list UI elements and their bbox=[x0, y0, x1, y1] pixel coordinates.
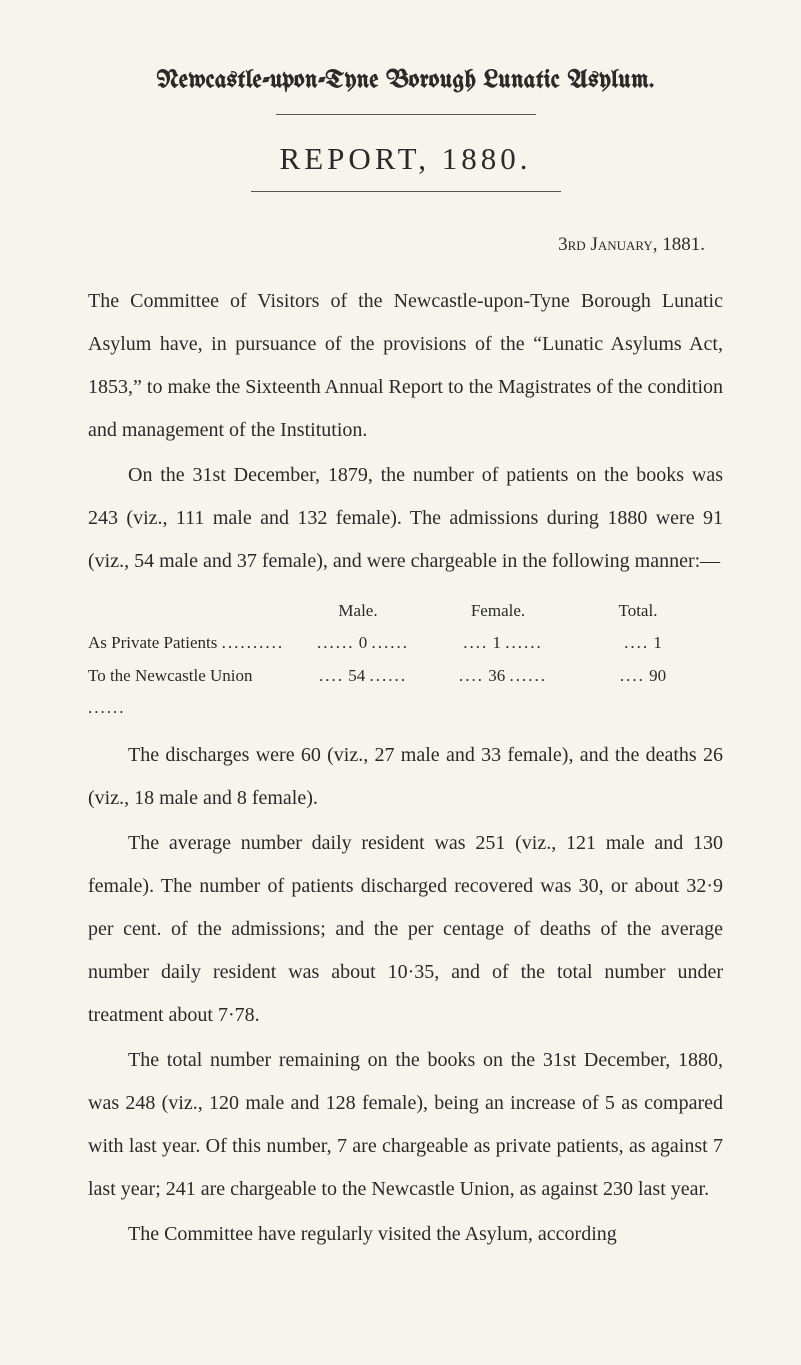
paragraph-1: The Committee of Visitors of the Newcast… bbox=[88, 280, 723, 452]
paragraph-3: The discharges were 60 (viz., 27 male an… bbox=[88, 734, 723, 820]
paragraph-6: The Committee have regularly visited the… bbox=[88, 1213, 723, 1256]
paragraph-2: On the 31st December, 1879, the number o… bbox=[88, 454, 723, 583]
table-row: As Private Patients .......... ...... 0 … bbox=[88, 627, 723, 659]
row-label: As Private Patients .......... bbox=[88, 627, 293, 659]
paragraph-5: The total number remaining on the books … bbox=[88, 1039, 723, 1211]
row-label: To the Newcastle Union ...... bbox=[88, 660, 293, 725]
heading-divider bbox=[251, 191, 561, 192]
cell-male: .... 54 ...... bbox=[293, 660, 433, 692]
col-header-female: Female. bbox=[428, 595, 568, 627]
title-divider bbox=[276, 114, 536, 115]
cell-female: .... 1 ...... bbox=[433, 627, 573, 659]
admissions-table: Male. Female. Total. As Private Patients… bbox=[88, 595, 723, 724]
table-header-row: Male. Female. Total. bbox=[288, 595, 723, 627]
col-header-total: Total. bbox=[568, 595, 708, 627]
date-line: 3rd January, 1881. bbox=[88, 234, 723, 256]
page-title: Newcastle-upon-Tyne Borough Lunatic Asyl… bbox=[88, 68, 723, 94]
report-heading: REPORT, 1880. bbox=[88, 141, 723, 177]
cell-total: .... 90 bbox=[573, 660, 713, 692]
cell-female: .... 36 ...... bbox=[433, 660, 573, 692]
cell-male: ...... 0 ...... bbox=[293, 627, 433, 659]
cell-total: .... 1 bbox=[573, 627, 713, 659]
paragraph-4: The average number daily resident was 25… bbox=[88, 822, 723, 1037]
table-row: To the Newcastle Union ...... .... 54 ..… bbox=[88, 660, 723, 725]
col-header-male: Male. bbox=[288, 595, 428, 627]
